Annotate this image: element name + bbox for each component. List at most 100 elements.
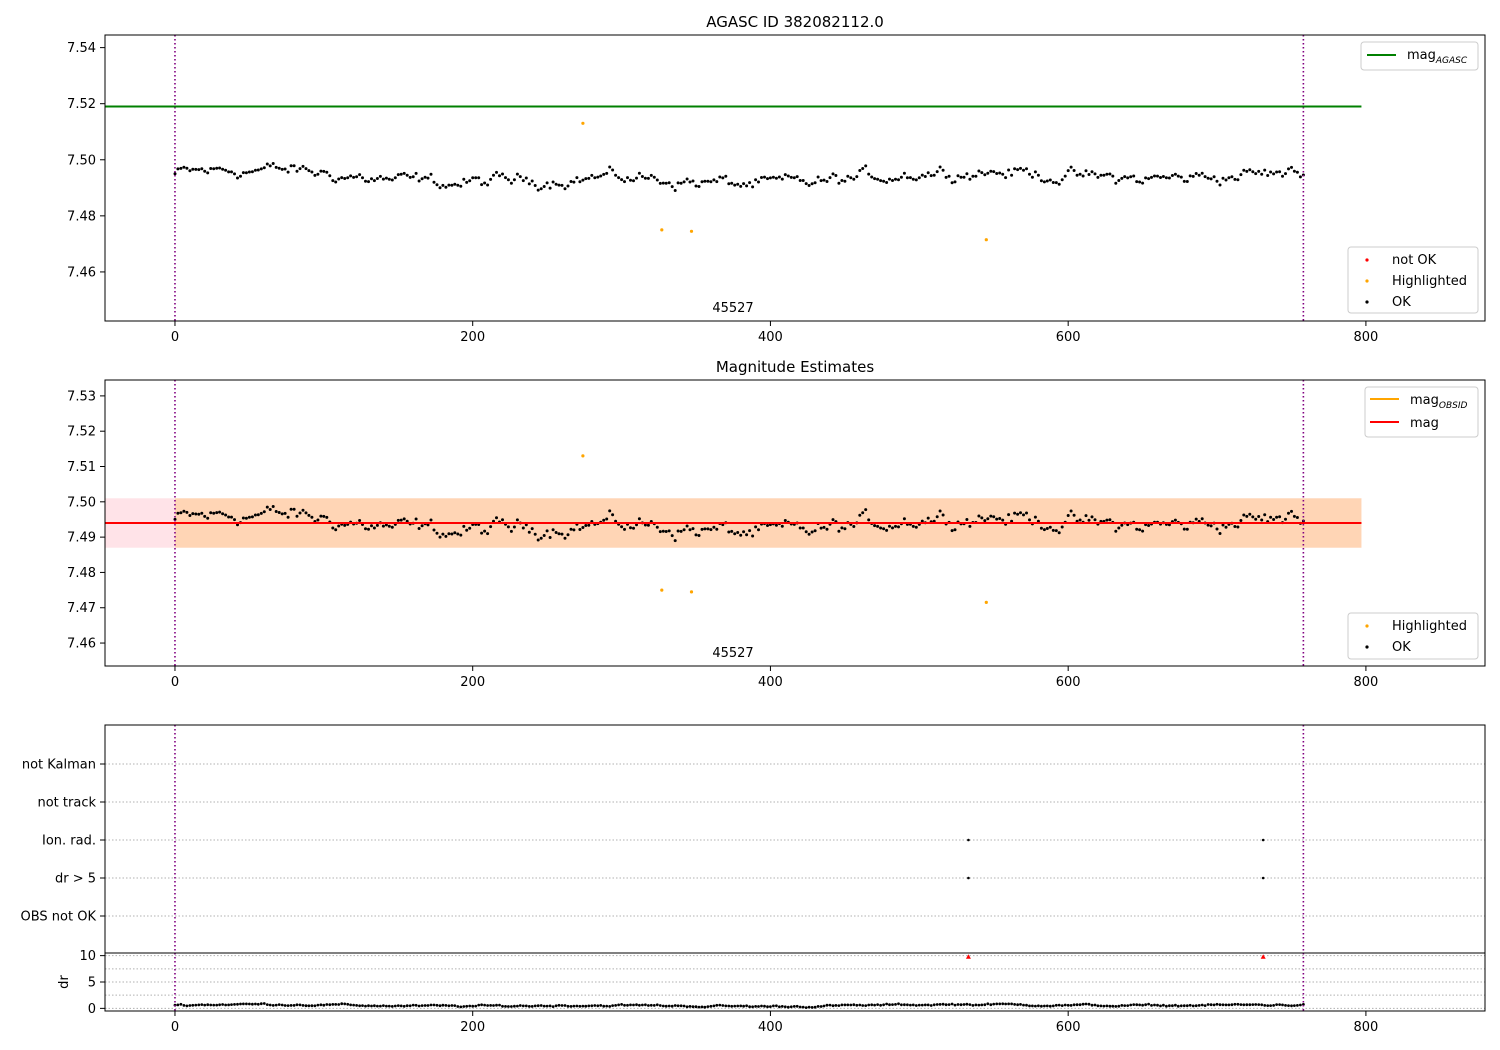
data-point-dr [816,1005,820,1008]
data-point-ok [620,178,624,182]
data-point-ok [932,173,936,177]
data-point-ok [286,515,290,519]
data-point-dr [1215,1002,1219,1006]
data-point-ok [292,164,296,168]
data-point-ok [179,511,183,515]
data-point-ok [858,513,862,517]
data-point-dr [989,1003,993,1007]
data-point-ok [712,525,716,529]
data-point-ok [515,172,519,176]
data-point-ok [1054,181,1058,185]
data-point-dr [1066,1003,1070,1007]
data-point-ok [897,178,900,182]
data-point-dr [724,1004,728,1008]
data-point-ok [262,510,266,514]
data-point-ok [188,169,192,173]
data-point-ok [905,176,909,180]
data-point-ok [783,173,787,177]
data-point-dr [548,1004,552,1008]
data-point-ok [649,173,653,177]
y-tick-label: 7.53 [67,389,96,404]
data-point-ok [891,526,894,530]
data-point-ok [1179,175,1183,179]
data-point-ok [849,176,853,180]
data-point-dr [617,1003,620,1007]
data-point-ok [566,533,570,537]
data-point-dr [977,1003,981,1007]
data-point-ok [307,169,311,173]
data-point-dr [1022,1003,1025,1007]
data-point-ok [1188,174,1192,178]
data-point-dr [760,1004,763,1008]
data-point-dr [685,1005,689,1009]
data-point-dr [861,1004,865,1007]
data-point-ok [1242,168,1246,172]
data-point-ok [447,532,451,536]
data-point-dr [1159,1004,1162,1008]
y-tick-label: 7.48 [67,566,96,581]
data-point-dr [1156,1003,1159,1007]
data-point-ok [277,166,281,170]
data-point-ok [176,167,180,171]
data-point-ok [1275,170,1279,174]
data-point-ok [1025,167,1028,171]
data-point-dr [215,1003,219,1007]
panel2-title: Magnitude Estimates [716,358,874,376]
data-point-dr [1209,1003,1213,1007]
data-point-dr [194,1003,198,1007]
data-point-dr [221,1003,225,1006]
data-point-ok [1287,167,1290,171]
data-point-ok [1295,170,1299,174]
data-point-ok [763,175,766,179]
data-point-dr [307,1004,311,1008]
data-point-dr [1200,1003,1204,1007]
data-point-ok [465,180,469,184]
data-point-dr [539,1004,543,1007]
data-point-ok [822,525,826,529]
data-point-ok [1105,518,1109,522]
data-point-ok [563,187,567,191]
data-point-ok [471,176,475,180]
data-point-ok [1278,170,1282,174]
data-point-dr [1179,1004,1183,1008]
data-point-dr [1275,1003,1278,1006]
data-point-ok [1120,523,1124,527]
data-point-ok [709,180,713,184]
data-point-dr [358,1004,361,1008]
x-tick-label: 400 [758,330,783,345]
data-point-ok [1212,175,1216,179]
x-tick-label: 600 [1056,1020,1081,1035]
data-point-dr [1057,1003,1061,1007]
data-point-dr [623,1003,626,1007]
data-point-ok [929,174,933,178]
data-point-ok [289,164,293,168]
data-point-ok [608,509,612,513]
data-point-ok [897,525,900,529]
data-point-ok [1072,513,1076,517]
data-point-ok [938,509,942,513]
data-point-ok [810,182,814,186]
data-point-ok [569,180,573,183]
data-point-ok [617,176,621,180]
data-point-dr [1147,1002,1150,1006]
dr-capped-marker [965,954,971,959]
data-point-dr [769,1005,772,1008]
data-point-ok [1078,518,1082,522]
panel1-title: AGASC ID 382082112.0 [706,13,884,31]
data-point-ok [1206,523,1210,527]
data-point-ok [1132,174,1136,178]
data-point-ok [361,176,364,180]
data-point-ok [271,505,275,508]
data-point-dr [1224,1003,1228,1007]
data-point-dr [203,1003,207,1007]
data-point-ok [560,532,564,536]
data-point-ok [676,529,680,533]
data-point-dr [1072,1003,1076,1007]
data-point-ok [384,523,388,527]
data-point-dr [1001,1002,1005,1006]
data-point-dr [364,1004,367,1008]
data-point-ok [780,524,784,528]
data-point-ok [840,526,844,530]
x-tick-label: 200 [460,675,485,690]
data-point-ok [322,169,326,173]
